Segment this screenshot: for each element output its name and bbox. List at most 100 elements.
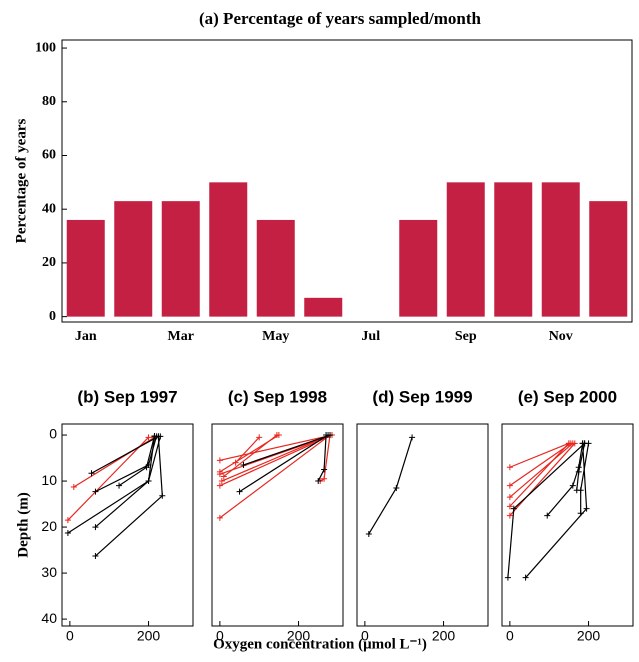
bar <box>256 219 295 317</box>
point-marker <box>236 488 243 495</box>
profile-line <box>67 436 161 534</box>
y-tick-label: 80 <box>42 94 56 109</box>
point-marker <box>143 464 150 471</box>
bar <box>589 201 628 317</box>
point-marker <box>218 478 225 485</box>
point-marker <box>315 478 322 485</box>
profile-line <box>546 443 584 516</box>
chart-title: (e) Sep 2000 <box>518 387 617 406</box>
x-tick-label: 0 <box>506 628 514 644</box>
profile-line <box>223 434 278 477</box>
profile-line <box>509 442 572 487</box>
x-tick-label: 0 <box>66 628 74 644</box>
point-marker <box>321 475 328 482</box>
x-tick-label: 200 <box>287 628 311 644</box>
bar <box>304 297 343 317</box>
point-marker <box>273 432 280 439</box>
point-marker <box>240 461 247 468</box>
point-marker <box>92 488 99 495</box>
point-marker <box>92 553 99 560</box>
y-axis-label: Percentage of years <box>13 119 29 244</box>
point-marker <box>506 512 513 519</box>
point-marker <box>256 434 263 441</box>
profile-line <box>239 434 329 493</box>
plot-frame <box>211 423 344 627</box>
profile-line <box>509 442 570 507</box>
x-tick-label: 200 <box>577 628 601 644</box>
y-tick-label: 10 <box>41 472 57 488</box>
plot-frame <box>356 423 489 627</box>
profile-line <box>368 437 413 535</box>
profile-line <box>67 436 149 521</box>
bar <box>399 219 438 317</box>
chart-title: (a) Percentage of years sampled/month <box>199 9 482 28</box>
point-marker <box>64 517 71 524</box>
x-tick-label: May <box>262 329 289 344</box>
point-marker <box>506 503 513 510</box>
bar <box>161 201 200 317</box>
y-tick-label: 60 <box>42 148 56 163</box>
x-tick-label: Jul <box>361 329 380 344</box>
y-tick-label: 100 <box>35 40 56 55</box>
point-marker <box>64 530 71 537</box>
point-marker <box>155 433 162 440</box>
profile-line <box>219 434 333 487</box>
point-marker <box>216 468 223 475</box>
plot-frame <box>61 39 633 323</box>
point-marker <box>145 478 152 485</box>
bar <box>209 182 248 317</box>
chart-title: (c) Sep 1998 <box>228 387 327 406</box>
point-marker <box>70 484 77 491</box>
profile-line <box>91 435 159 474</box>
point-marker <box>216 457 223 464</box>
profile-line <box>235 436 260 464</box>
x-tick-label: 200 <box>432 628 456 644</box>
profile-line <box>243 434 331 466</box>
point-marker <box>365 530 372 537</box>
point-marker <box>506 494 513 501</box>
profile-line <box>509 442 576 516</box>
x-tick-label: 0 <box>361 628 369 644</box>
bar <box>541 182 580 317</box>
y-tick-label: 30 <box>41 564 57 580</box>
profile-line <box>219 434 333 461</box>
point-marker <box>504 574 511 581</box>
point-marker <box>216 482 223 489</box>
y-tick-label: 0 <box>49 426 57 442</box>
point-marker <box>327 432 334 439</box>
profile-line <box>509 442 570 468</box>
point-marker <box>506 482 513 489</box>
bar <box>114 201 153 317</box>
y-axis-label: Depth (m) <box>15 492 31 557</box>
y-tick-label: 0 <box>49 309 56 324</box>
x-tick-label: 0 <box>216 628 224 644</box>
chart-title: (d) Sep 1999 <box>372 387 472 406</box>
x-tick-label: 200 <box>137 628 161 644</box>
point-marker <box>159 492 166 499</box>
point-marker <box>145 434 152 441</box>
x-tick-label: Mar <box>168 329 194 344</box>
point-marker <box>92 524 99 531</box>
x-tick-label: Nov <box>549 329 573 344</box>
point-marker <box>581 440 588 447</box>
y-tick-label: 20 <box>42 255 56 270</box>
point-marker <box>571 440 578 447</box>
bar <box>66 219 105 317</box>
profile-line <box>219 434 331 519</box>
y-tick-label: 40 <box>42 201 56 216</box>
point-marker <box>409 434 416 441</box>
profile-line <box>221 434 331 482</box>
point-marker <box>220 473 227 480</box>
x-tick-label: Jan <box>75 329 97 344</box>
point-marker <box>321 466 328 473</box>
point-marker <box>569 482 576 489</box>
point-marker <box>88 470 95 477</box>
point-marker <box>510 505 517 512</box>
bar <box>446 182 485 317</box>
plot-frame <box>61 423 194 627</box>
point-marker <box>232 459 239 466</box>
point-marker <box>544 512 551 519</box>
point-marker <box>575 468 582 475</box>
point-marker <box>393 484 400 491</box>
